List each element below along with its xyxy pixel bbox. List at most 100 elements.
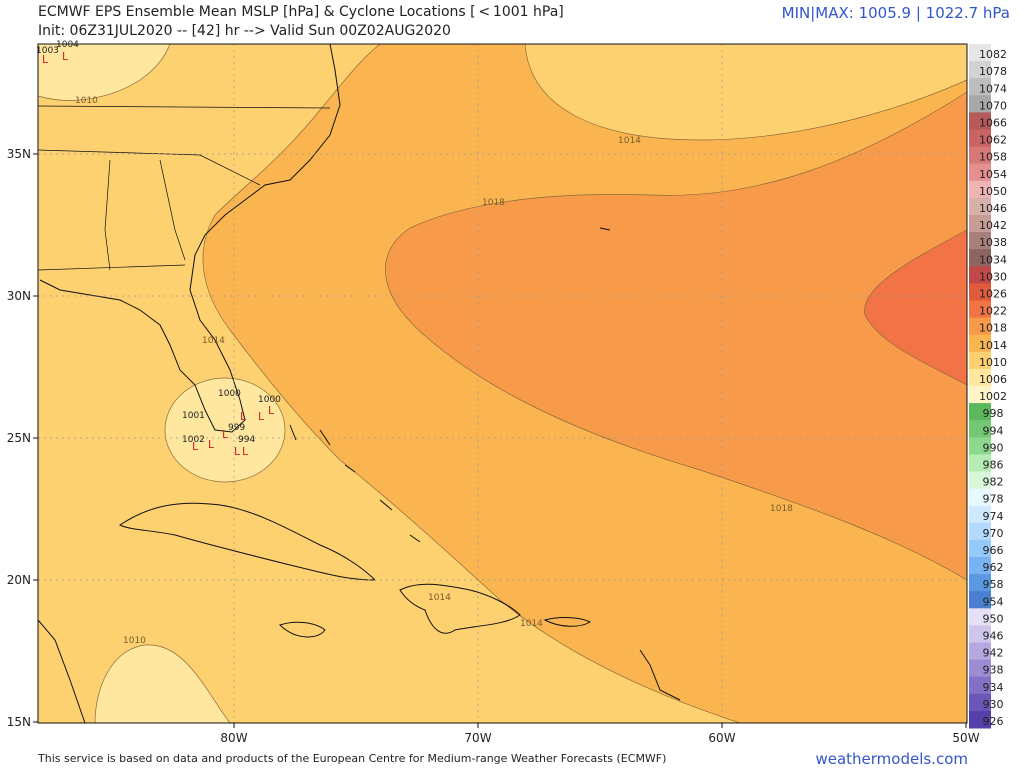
shade-1006-1010-nw — [38, 44, 171, 101]
colorbar-level-label: 1066 — [979, 117, 1007, 130]
cyclone-number: 1000 — [218, 389, 241, 399]
colorbar-level-label: 950 — [983, 612, 1004, 625]
colorbar-level-label: 990 — [983, 441, 1004, 454]
colorbar-level-label: 1018 — [979, 322, 1007, 335]
colorbar-level-label: 954 — [983, 595, 1004, 608]
min-max-readout: MIN|MAX: 1005.9 | 1022.7 hPa — [781, 4, 1010, 22]
puerto-rico-outline — [543, 617, 592, 627]
isobar-label-1018-south: 1018 — [770, 504, 793, 514]
bahamas-island-5 — [409, 534, 421, 543]
colorbar-level-label: 1070 — [979, 99, 1007, 112]
cyclone-marker-l: L — [268, 404, 275, 417]
isobar-label-1014-pr: 1014 — [520, 619, 543, 629]
state-border-1 — [38, 105, 331, 109]
colorbar-swatch — [969, 266, 991, 284]
colorbar-swatch — [969, 78, 991, 96]
colorbar-swatch — [969, 112, 991, 130]
colorbar-swatch — [969, 386, 991, 404]
lat-label-25n: 25N — [7, 431, 31, 445]
cyclone-marker-l: L — [240, 410, 247, 423]
shade-1006-1010-sw — [94, 644, 231, 723]
colorbar-level-label: 934 — [983, 681, 1004, 694]
state-border-4 — [159, 159, 186, 261]
brand-link[interactable]: weathermodels.com — [815, 750, 968, 768]
bermuda-island — [599, 227, 611, 231]
hispaniola-outline — [399, 583, 521, 634]
colorbar-swatch — [969, 44, 991, 62]
colorbar-swatch — [969, 180, 991, 199]
map-title: ECMWF EPS Ensemble Mean MSLP [hPa] & Cyc… — [38, 4, 564, 20]
colorbar-swatch — [969, 215, 991, 233]
lon-label-70w: 70W — [464, 731, 491, 745]
cyclone-number: 1002 — [182, 435, 205, 445]
us-east-gulf-coastline — [39, 44, 341, 433]
colorbar-swatch — [969, 676, 991, 695]
state-border-5 — [38, 264, 186, 271]
colorbar-level-label: 1038 — [979, 236, 1007, 249]
colorbar-level-label: 926 — [983, 715, 1004, 728]
lat-label-15n: 15N — [7, 715, 31, 729]
colorbar-level-label: 1042 — [979, 219, 1007, 232]
colorbar-level-label: 998 — [983, 407, 1004, 420]
colorbar-level-label: 1078 — [979, 65, 1007, 78]
colorbar-level-label: 930 — [983, 698, 1004, 711]
colorbar-level-label: 1082 — [979, 48, 1007, 61]
colorbar-level-label: 1058 — [979, 151, 1007, 164]
pressure-colorbar: 1082 1078 1074 1070 1066 1062 1058 1054 1050 1046… — [969, 44, 1007, 729]
colorbar-level-label: 1030 — [979, 270, 1007, 283]
colorbar-level-label: 1014 — [979, 339, 1007, 352]
bahamas-island-4 — [379, 499, 393, 511]
cyclone-number: 1003 — [36, 46, 59, 56]
colorbar-level-label: 974 — [983, 510, 1004, 523]
colorbar-level-label: 970 — [983, 527, 1004, 540]
colorbar-level-label: 982 — [983, 476, 1004, 489]
colorbar-level-label: 966 — [983, 544, 1004, 557]
lat-label-20n: 20N — [7, 573, 31, 587]
colorbar-level-label: 1046 — [979, 202, 1007, 215]
colorbar-level-label: 1026 — [979, 288, 1007, 301]
colorbar-swatch — [969, 283, 991, 301]
longitude-labels: 80W 70W 60W 50W — [220, 731, 979, 745]
isobar-labels: 1010 1010 1014 1014 1014 1014 1018 1018 — [75, 96, 793, 646]
colorbar-swatch — [969, 232, 991, 250]
map-subtitle-init-valid: Init: 06Z31JUL2020 -- [42] hr --> Valid … — [38, 23, 451, 39]
isobar-label-1010-sw: 1010 — [123, 636, 146, 646]
colorbar-swatch — [969, 642, 991, 661]
colorbar-level-label: 1050 — [979, 185, 1007, 198]
colorbar-level-label: 1074 — [979, 82, 1007, 95]
cyclone-number: 1001 — [182, 411, 205, 421]
colorbar-swatch — [969, 368, 991, 387]
colorbar-level-label: 1054 — [979, 168, 1007, 181]
colorbar-swatch — [969, 163, 991, 182]
colorbar-swatch — [969, 300, 991, 319]
latitude-labels: 35N 30N 25N 20N 15N — [7, 147, 31, 729]
colorbar-level-label: 946 — [983, 630, 1004, 643]
colorbar-level-label: 1034 — [979, 253, 1007, 266]
jamaica-outline — [279, 621, 326, 638]
colorbar-swatch — [969, 693, 991, 712]
graticule — [38, 44, 967, 723]
colorbar-swatch — [969, 505, 991, 524]
colorbar-swatch — [969, 522, 991, 541]
colorbar-swatch — [969, 334, 991, 353]
shade-1022-plus — [864, 229, 967, 386]
colorbar-swatch — [969, 557, 991, 575]
central-america-coast — [38, 619, 86, 723]
colorbar-swatch — [969, 317, 991, 336]
cyclone-marker-l: L — [192, 440, 199, 453]
isobar-label-1018-west: 1018 — [482, 198, 505, 208]
cyclone-number: 994 — [238, 435, 255, 445]
colorbar-level-label: 978 — [983, 493, 1004, 506]
cyclone-number: 999 — [228, 423, 245, 433]
colorbar-swatch — [969, 591, 991, 609]
lat-label-35n: 35N — [7, 147, 31, 161]
colorbar-swatch — [969, 129, 991, 148]
colorbar-swatch — [969, 403, 991, 421]
bahamas-island-1 — [289, 424, 297, 441]
colorbar-swatch — [969, 420, 991, 438]
isobar-label-1010-nw: 1010 — [75, 96, 98, 106]
isobar-label-1014-north: 1014 — [618, 136, 641, 146]
colorbar-swatch — [969, 625, 991, 643]
colorbar-swatch — [969, 146, 991, 165]
